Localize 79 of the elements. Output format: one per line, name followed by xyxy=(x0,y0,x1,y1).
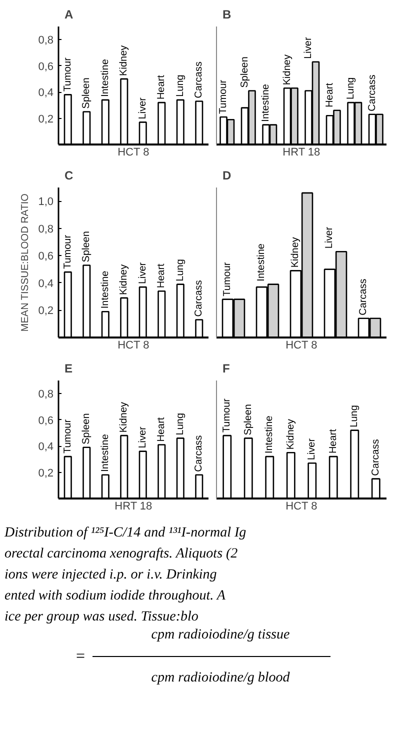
category-label: Heart xyxy=(324,82,336,108)
category-label: Kidney xyxy=(118,402,130,433)
category-label: Lung xyxy=(349,405,360,428)
text: orectal carcinoma xenografts. Aliquots (2 xyxy=(4,546,238,562)
category-label: Lung xyxy=(346,77,357,100)
category-label: Liver xyxy=(137,262,148,284)
category-label: Spleen xyxy=(81,413,92,444)
x-axis-title: HRT 18 xyxy=(282,146,320,158)
category-label: Carcass xyxy=(366,74,378,112)
category-label: Lung xyxy=(174,259,186,282)
category-label: Kidney xyxy=(290,237,302,268)
category-label: Intestine xyxy=(100,434,111,472)
category-label: Tumour xyxy=(62,234,74,270)
x-axis-title: HCT 8 xyxy=(118,146,150,158)
x-axis-title: HCT 8 xyxy=(286,500,318,512)
category-label: Spleen xyxy=(239,56,250,88)
category-label: Intestine xyxy=(264,416,276,454)
y-tick-label: 1,0 xyxy=(38,196,54,208)
category-label: Liver xyxy=(303,37,314,59)
category-label: Intestine xyxy=(100,59,111,97)
y-tick-label: 0,2 xyxy=(38,305,54,318)
text: ice per group was used. Tissue:blo xyxy=(4,610,198,624)
category-label: Tumour xyxy=(218,80,230,114)
text: ions were injected i.p. or i.v. Drinking xyxy=(4,568,217,582)
category-label: Kidney xyxy=(285,419,296,450)
y-tick-label: 0,8 xyxy=(38,34,54,47)
y-tick-label: 0,2 xyxy=(38,467,54,480)
y-tick-label: 0,6 xyxy=(38,414,54,427)
y-tick-label: 0,8 xyxy=(38,388,54,401)
category-label: Spleen xyxy=(242,404,254,436)
text: Distribution of ¹²⁵I-C/14 and ¹³¹I-normal Ig xyxy=(4,526,246,540)
y-tick-label: 0,6 xyxy=(38,60,54,73)
category-label: Liver xyxy=(137,426,148,448)
chart-title: A xyxy=(64,8,74,22)
category-label: Heart xyxy=(156,75,168,100)
category-label: Liver xyxy=(306,438,318,460)
y-tick-label: 0,8 xyxy=(38,223,54,236)
text: ented with sodium iodide throughout. A xyxy=(4,588,226,604)
chart-title: C xyxy=(64,168,74,182)
chart-title: E xyxy=(64,362,73,376)
x-axis-title: HCT 8 xyxy=(118,340,150,352)
category-label: Carcass xyxy=(194,280,205,317)
category-label: Lung xyxy=(174,74,186,97)
category-label: Intestine xyxy=(100,270,111,309)
category-label: Tumour xyxy=(222,398,233,433)
category-label: Carcass xyxy=(358,278,370,316)
chart-title: B xyxy=(222,8,232,22)
chart-title: F xyxy=(222,362,230,376)
category-label: Tumour xyxy=(222,262,234,296)
text: cpm radioiodine/g blood xyxy=(151,670,291,686)
category-label: Heart xyxy=(156,417,168,442)
category-label: Intestine xyxy=(260,84,272,122)
y-tick-label: 0,4 xyxy=(38,278,54,290)
category-label: Carcass xyxy=(194,435,205,472)
x-axis-title: HCT 8 xyxy=(286,340,318,352)
chart-title: D xyxy=(222,168,232,182)
category-label: Intestine xyxy=(256,244,268,282)
category-label: Spleen xyxy=(81,78,92,109)
category-label: Carcass xyxy=(370,439,382,476)
category-label: Kidney xyxy=(118,45,130,76)
category-label: Spleen xyxy=(81,231,92,262)
category-label: Liver xyxy=(137,98,148,120)
category-label: Tumour xyxy=(62,419,74,454)
category-label: Carcass xyxy=(194,62,205,98)
y-axis-title: MEAN TISSUE:BLOOD RATIO xyxy=(20,193,32,332)
category-label: Kidney xyxy=(282,54,293,86)
x-axis-title: HRT 18 xyxy=(114,500,152,512)
category-label: Heart xyxy=(156,264,168,288)
category-label: Kidney xyxy=(118,264,130,295)
category-label: Liver xyxy=(324,226,336,249)
category-label: Lung xyxy=(174,412,186,436)
text: = xyxy=(76,648,86,665)
category-label: Tumour xyxy=(62,58,74,92)
y-tick-label: 0,6 xyxy=(38,250,54,263)
text: cpm radioiodine/g tissue xyxy=(151,628,290,642)
category-label: Heart xyxy=(328,429,339,454)
y-tick-label: 0,4 xyxy=(38,441,54,454)
y-tick-label: 0,2 xyxy=(38,113,54,126)
y-tick-label: 0,4 xyxy=(38,87,54,100)
